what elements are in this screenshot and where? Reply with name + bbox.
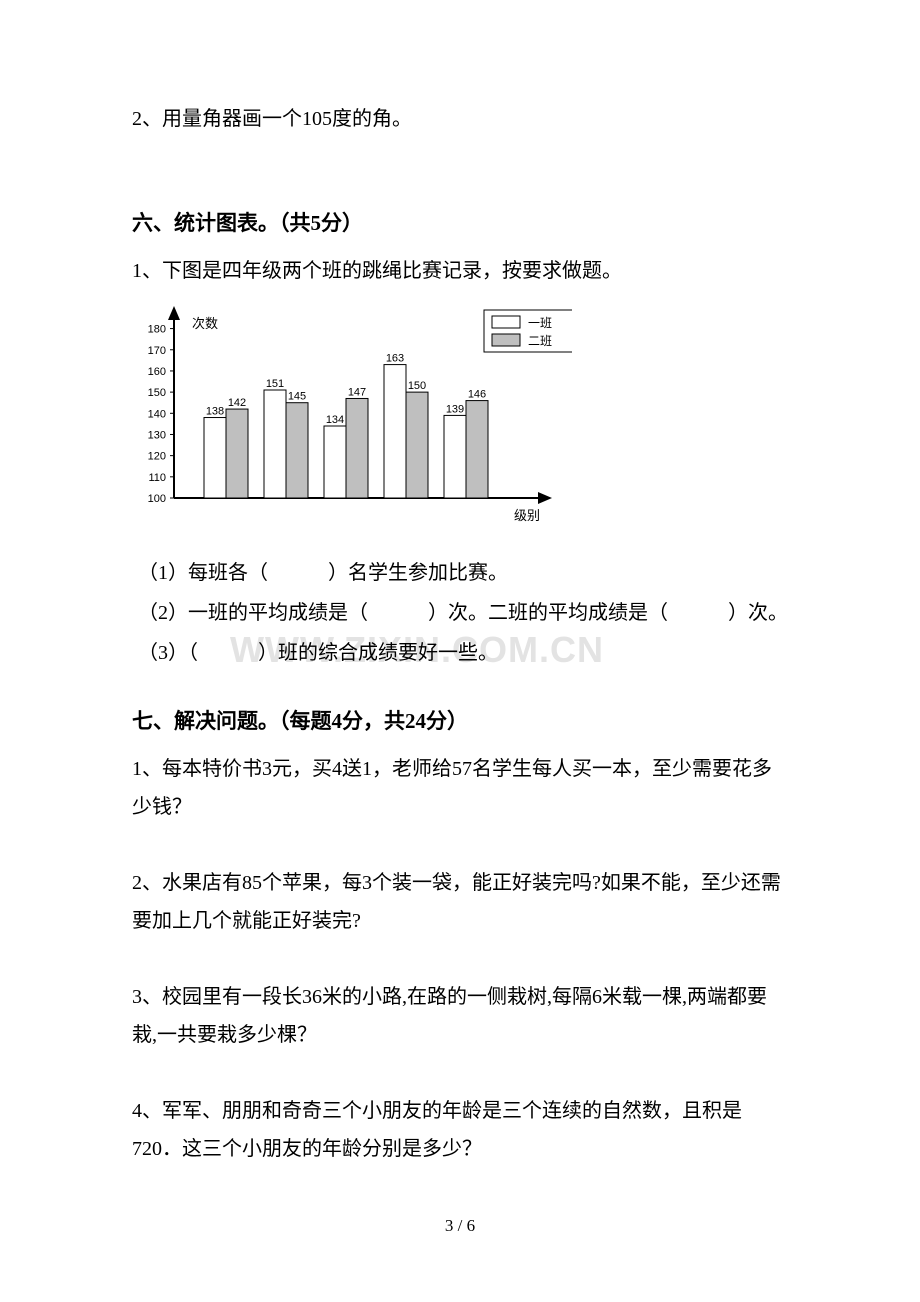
section-6-heading: 六、统计图表。（共5分） bbox=[132, 204, 788, 244]
page-content: 2、用量角器画一个105度的角。 六、统计图表。（共5分） 1、下图是四年级两个… bbox=[132, 100, 788, 1168]
svg-text:180: 180 bbox=[148, 323, 166, 335]
svg-text:139: 139 bbox=[446, 403, 464, 415]
section-6-sub2: （2）一班的平均成绩是（ ）次。二班的平均成绩是（ ）次。 bbox=[138, 594, 788, 632]
page-footer: 3 / 6 bbox=[0, 1210, 920, 1242]
section-7-q1: 1、每本特价书3元，买4送1，老师给57名学生每人买一本，至少需要花多少钱？ bbox=[132, 750, 788, 826]
svg-text:二班: 二班 bbox=[528, 334, 552, 348]
svg-text:170: 170 bbox=[148, 345, 166, 357]
svg-text:100: 100 bbox=[148, 493, 166, 505]
section-7-heading: 七、解决问题。（每题4分，共24分） bbox=[132, 702, 788, 742]
section-6-sub3: （3）（ ）班的综合成绩要好一些。 bbox=[138, 634, 788, 672]
svg-text:160: 160 bbox=[148, 366, 166, 378]
svg-text:150: 150 bbox=[148, 387, 166, 399]
svg-text:138: 138 bbox=[206, 405, 224, 417]
svg-text:151: 151 bbox=[266, 378, 284, 390]
bar-chart: 一班二班 100 110 120 130 140 150 160 170 180 次数级别 138 14… bbox=[132, 300, 572, 540]
section-7-q2: 2、水果店有85个苹果，每3个装一袋，能正好装完吗?如果不能，至少还需要加上几个… bbox=[132, 864, 788, 940]
svg-text:142: 142 bbox=[228, 397, 246, 409]
svg-text:163: 163 bbox=[386, 352, 404, 364]
svg-text:150: 150 bbox=[408, 380, 426, 392]
section-6-sub1: （1）每班各（ ）名学生参加比赛。 bbox=[138, 554, 788, 592]
svg-text:130: 130 bbox=[148, 429, 166, 441]
section-7-q3: 3、校园里有一段长36米的小路,在路的一侧栽树,每隔6米载一棵,两端都要栽,一共… bbox=[132, 978, 788, 1054]
svg-text:146: 146 bbox=[468, 388, 486, 400]
svg-text:134: 134 bbox=[326, 414, 344, 426]
svg-text:一班: 一班 bbox=[528, 316, 552, 330]
svg-text:140: 140 bbox=[148, 408, 166, 420]
svg-text:级别: 级别 bbox=[514, 508, 540, 523]
svg-text:110: 110 bbox=[148, 472, 166, 484]
svg-text:次数: 次数 bbox=[192, 316, 218, 331]
svg-text:145: 145 bbox=[288, 391, 306, 403]
svg-text:147: 147 bbox=[348, 386, 366, 398]
question-2-angle: 2、用量角器画一个105度的角。 bbox=[132, 100, 788, 138]
section-6-q1-intro: 1、下图是四年级两个班的跳绳比赛记录，按要求做题。 bbox=[132, 252, 788, 290]
section-7-q4: 4、军军、朋朋和奇奇三个小朋友的年龄是三个连续的自然数，且积是720．这三个小朋… bbox=[132, 1092, 788, 1168]
svg-text:120: 120 bbox=[148, 451, 166, 463]
chart-svg: 一班二班 100 110 120 130 140 150 160 170 180 次数级别 138 14… bbox=[132, 300, 572, 540]
